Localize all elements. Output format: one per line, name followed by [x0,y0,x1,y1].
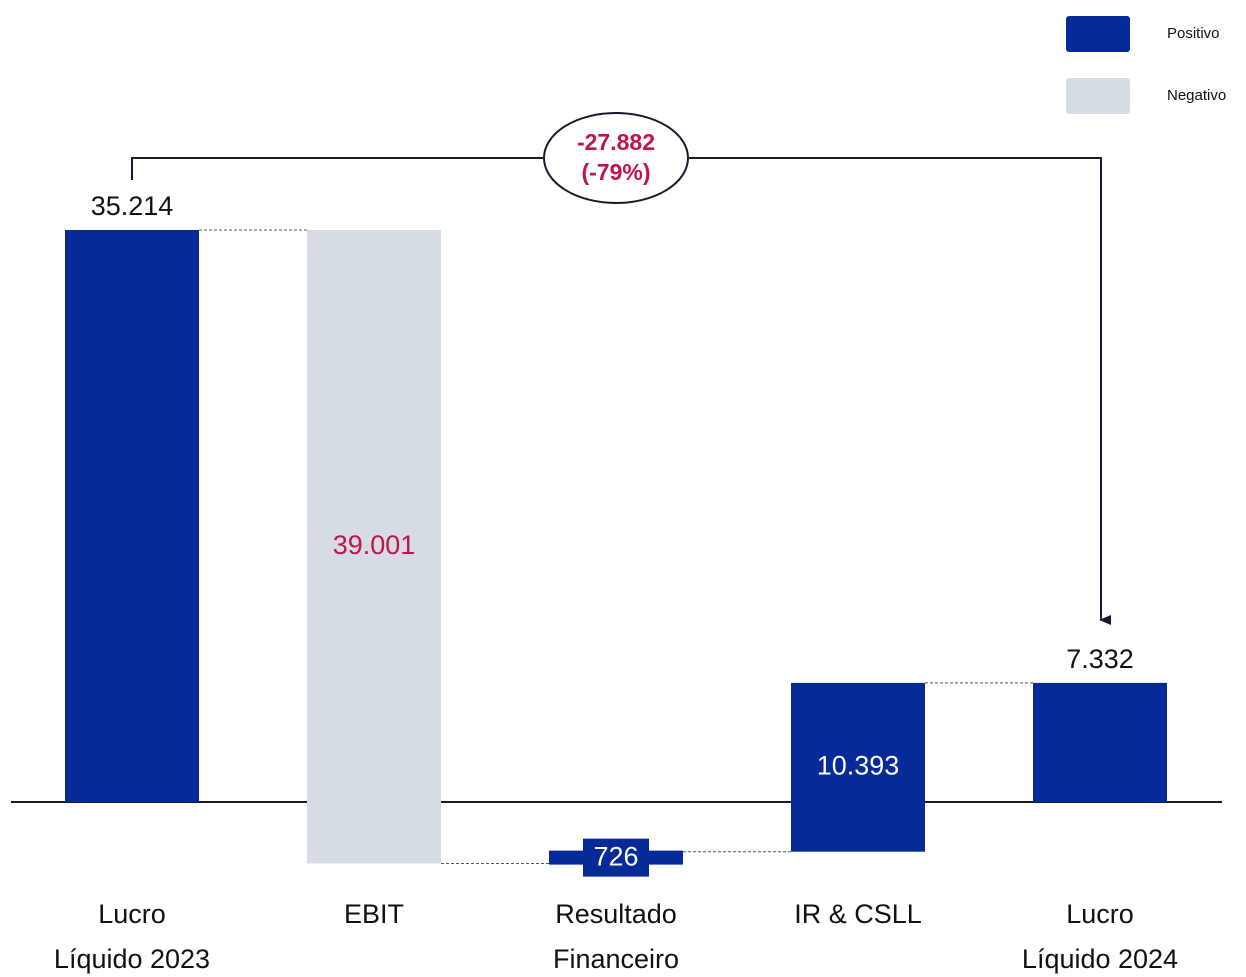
value-label: 10.393 [817,750,900,780]
x-tick-label: Lucro [98,899,166,929]
value-label: 7.332 [1066,644,1134,674]
x-tick-label: EBIT [344,899,404,929]
bar [65,230,199,802]
x-tick-label: Financeiro [553,944,679,974]
value-label-box [583,838,649,877]
x-tick-label: Resultado [555,899,677,929]
legend-swatch [1066,78,1130,114]
value-label: 35.214 [91,191,174,221]
annotation-ellipse [543,112,689,204]
value-label: 39.001 [333,530,416,560]
legend-label: Negativo [1167,87,1226,104]
x-tick-label: Líquido 2024 [1022,944,1178,974]
x-tick-label: Lucro [1066,899,1134,929]
bar [307,230,441,864]
bar [1033,682,1167,802]
x-tick-label: IR & CSLL [794,899,922,929]
value-label: 726 [593,842,638,872]
bracket [131,157,1101,620]
legend-label: Positivo [1167,25,1220,42]
bar [791,682,925,852]
legend-swatch [1066,16,1130,52]
annotation: (-79%) [581,159,650,185]
x-tick-label: Líquido 2023 [54,944,210,974]
annotation: -27.882 [577,129,655,155]
